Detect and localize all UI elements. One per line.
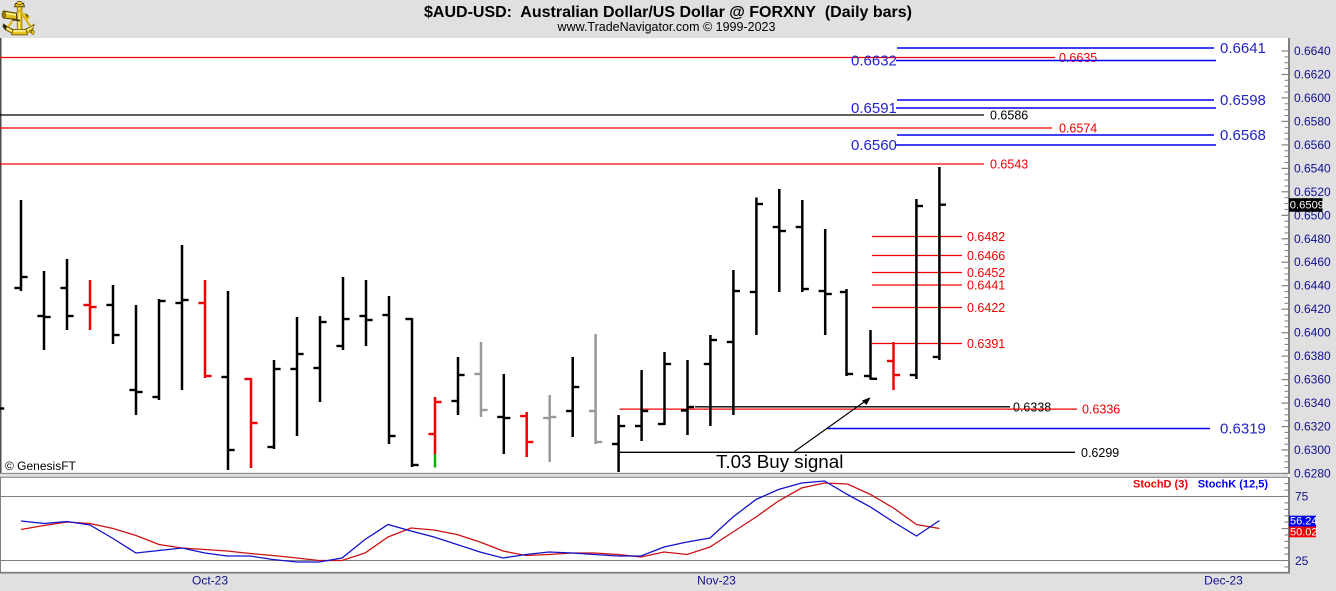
svg-text:0.6319: 0.6319 [1220, 421, 1266, 438]
svg-text:0.6640: 0.6640 [1294, 44, 1331, 58]
svg-text:0.6598: 0.6598 [1220, 92, 1266, 109]
svg-text:0.6460: 0.6460 [1294, 255, 1331, 269]
svg-text:0.6466: 0.6466 [967, 249, 1005, 263]
svg-text:0.6320: 0.6320 [1294, 420, 1331, 434]
svg-text:$AUD-USD: Australian Dollar/U: $AUD-USD: Australian Dollar/US Dollar @ … [424, 4, 912, 21]
svg-text:0.6422: 0.6422 [967, 301, 1005, 315]
svg-text:0.6632: 0.6632 [851, 53, 897, 70]
svg-text:0.6400: 0.6400 [1294, 326, 1331, 340]
svg-text:0.6299: 0.6299 [1081, 446, 1119, 460]
svg-text:Oct-23: Oct-23 [192, 574, 228, 588]
svg-text:0.6380: 0.6380 [1294, 349, 1331, 363]
svg-text:0.6441: 0.6441 [967, 279, 1005, 293]
svg-text:0.6452: 0.6452 [967, 266, 1005, 280]
svg-text:0.6560: 0.6560 [1294, 138, 1331, 152]
svg-text:0.6635: 0.6635 [1059, 51, 1097, 65]
svg-text:StochD (3): StochD (3) [1133, 479, 1188, 491]
svg-text:0.6340: 0.6340 [1294, 396, 1331, 410]
svg-text:© GenesisFT: © GenesisFT [5, 459, 77, 473]
svg-text:0.6560: 0.6560 [851, 137, 897, 154]
svg-text:0.6360: 0.6360 [1294, 373, 1331, 387]
svg-text:0.6568: 0.6568 [1220, 127, 1266, 144]
svg-text:0.6620: 0.6620 [1294, 68, 1331, 82]
svg-text:Dec-23: Dec-23 [1204, 574, 1243, 588]
svg-text:Nov-23: Nov-23 [697, 574, 736, 588]
svg-text:0.6440: 0.6440 [1294, 279, 1331, 293]
svg-text:0.6420: 0.6420 [1294, 302, 1331, 316]
svg-text:T.03 Buy signal: T.03 Buy signal [716, 451, 843, 472]
svg-text:50.02: 50.02 [1290, 527, 1318, 539]
svg-text:0.6500: 0.6500 [1294, 208, 1331, 222]
svg-text:0.6509: 0.6509 [1290, 200, 1324, 212]
svg-text:56.24: 56.24 [1290, 516, 1318, 528]
svg-text:75: 75 [1295, 490, 1309, 504]
svg-text:25: 25 [1295, 554, 1309, 568]
svg-text:0.6586: 0.6586 [990, 109, 1028, 123]
svg-text:0.6591: 0.6591 [851, 100, 897, 117]
svg-text:0.6641: 0.6641 [1220, 40, 1266, 57]
svg-text:0.6280: 0.6280 [1294, 467, 1331, 481]
svg-text:StochK (12,5): StochK (12,5) [1198, 479, 1269, 491]
svg-text:0.6300: 0.6300 [1294, 443, 1331, 457]
svg-text:0.6336: 0.6336 [1082, 403, 1120, 417]
svg-text:0.6520: 0.6520 [1294, 185, 1331, 199]
svg-text:0.6600: 0.6600 [1294, 91, 1331, 105]
svg-text:0.6580: 0.6580 [1294, 114, 1331, 128]
svg-text:0.6574: 0.6574 [1059, 122, 1097, 136]
svg-text:0.6540: 0.6540 [1294, 161, 1331, 175]
svg-text:0.6480: 0.6480 [1294, 232, 1331, 246]
svg-text:0.6338: 0.6338 [1013, 400, 1051, 414]
svg-text:www.TradeNavigator.com © 1999-: www.TradeNavigator.com © 1999-2023 [557, 20, 776, 34]
svg-text:0.6482: 0.6482 [967, 230, 1005, 244]
svg-text:0.6543: 0.6543 [990, 158, 1028, 172]
svg-text:0.6391: 0.6391 [967, 337, 1005, 351]
